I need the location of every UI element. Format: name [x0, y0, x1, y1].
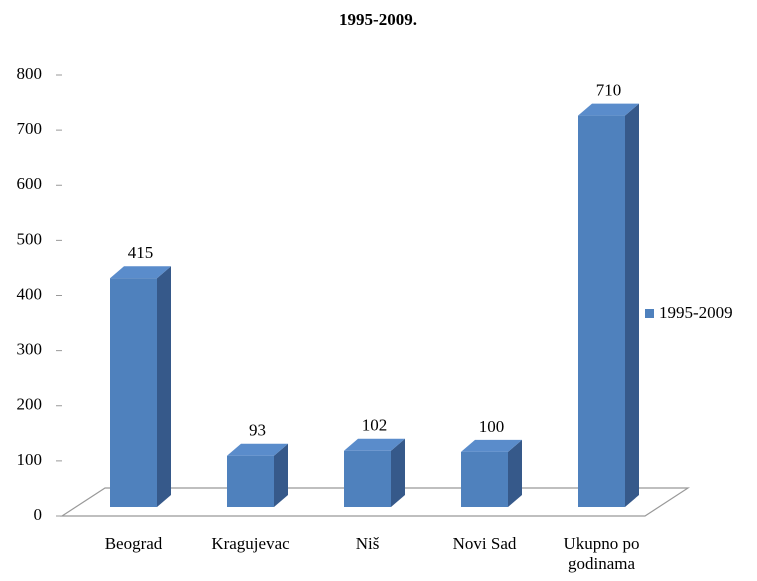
legend-swatch — [645, 309, 654, 318]
bar-side — [274, 443, 288, 507]
x-tick-label: Novi Sad — [452, 534, 517, 553]
x-tick-label: Kragujevac — [211, 534, 290, 553]
y-tick-label: 300 — [17, 340, 43, 359]
legend-label: 1995-2009 — [659, 303, 733, 322]
bar-top — [344, 438, 405, 451]
y-tick-label: 500 — [17, 229, 43, 248]
floor — [59, 487, 691, 517]
bar — [461, 451, 508, 507]
data-label: 710 — [596, 81, 622, 100]
y-tick-label: 400 — [17, 284, 43, 303]
bar — [110, 278, 157, 507]
x-tick-label: Ukupno po godinama — [563, 534, 640, 573]
chart-title: 1995-2009. — [339, 10, 417, 29]
x-tick-label: Niš — [355, 534, 380, 553]
bar-top — [110, 266, 171, 279]
bar — [344, 450, 391, 507]
bar-side — [625, 103, 639, 508]
y-tick-label: 100 — [17, 450, 43, 469]
bar-top — [461, 439, 522, 452]
y-tick-label: 600 — [17, 174, 43, 193]
bar-side — [508, 439, 522, 507]
data-label: 415 — [128, 243, 154, 262]
data-label: 102 — [362, 416, 388, 435]
bar-side — [157, 266, 171, 507]
x-tick-label: Beograd — [104, 534, 163, 553]
bar — [578, 115, 625, 508]
y-tick-label: 800 — [17, 64, 43, 83]
bar-top — [227, 443, 288, 456]
bar-side — [391, 438, 405, 507]
data-label: 100 — [479, 417, 505, 436]
data-label: 93 — [249, 421, 266, 440]
y-tick-label: 200 — [17, 395, 43, 414]
bar — [227, 455, 274, 507]
bar-top — [578, 103, 639, 116]
y-tick-label: 700 — [17, 119, 43, 138]
y-tick-label: 0 — [34, 505, 43, 524]
